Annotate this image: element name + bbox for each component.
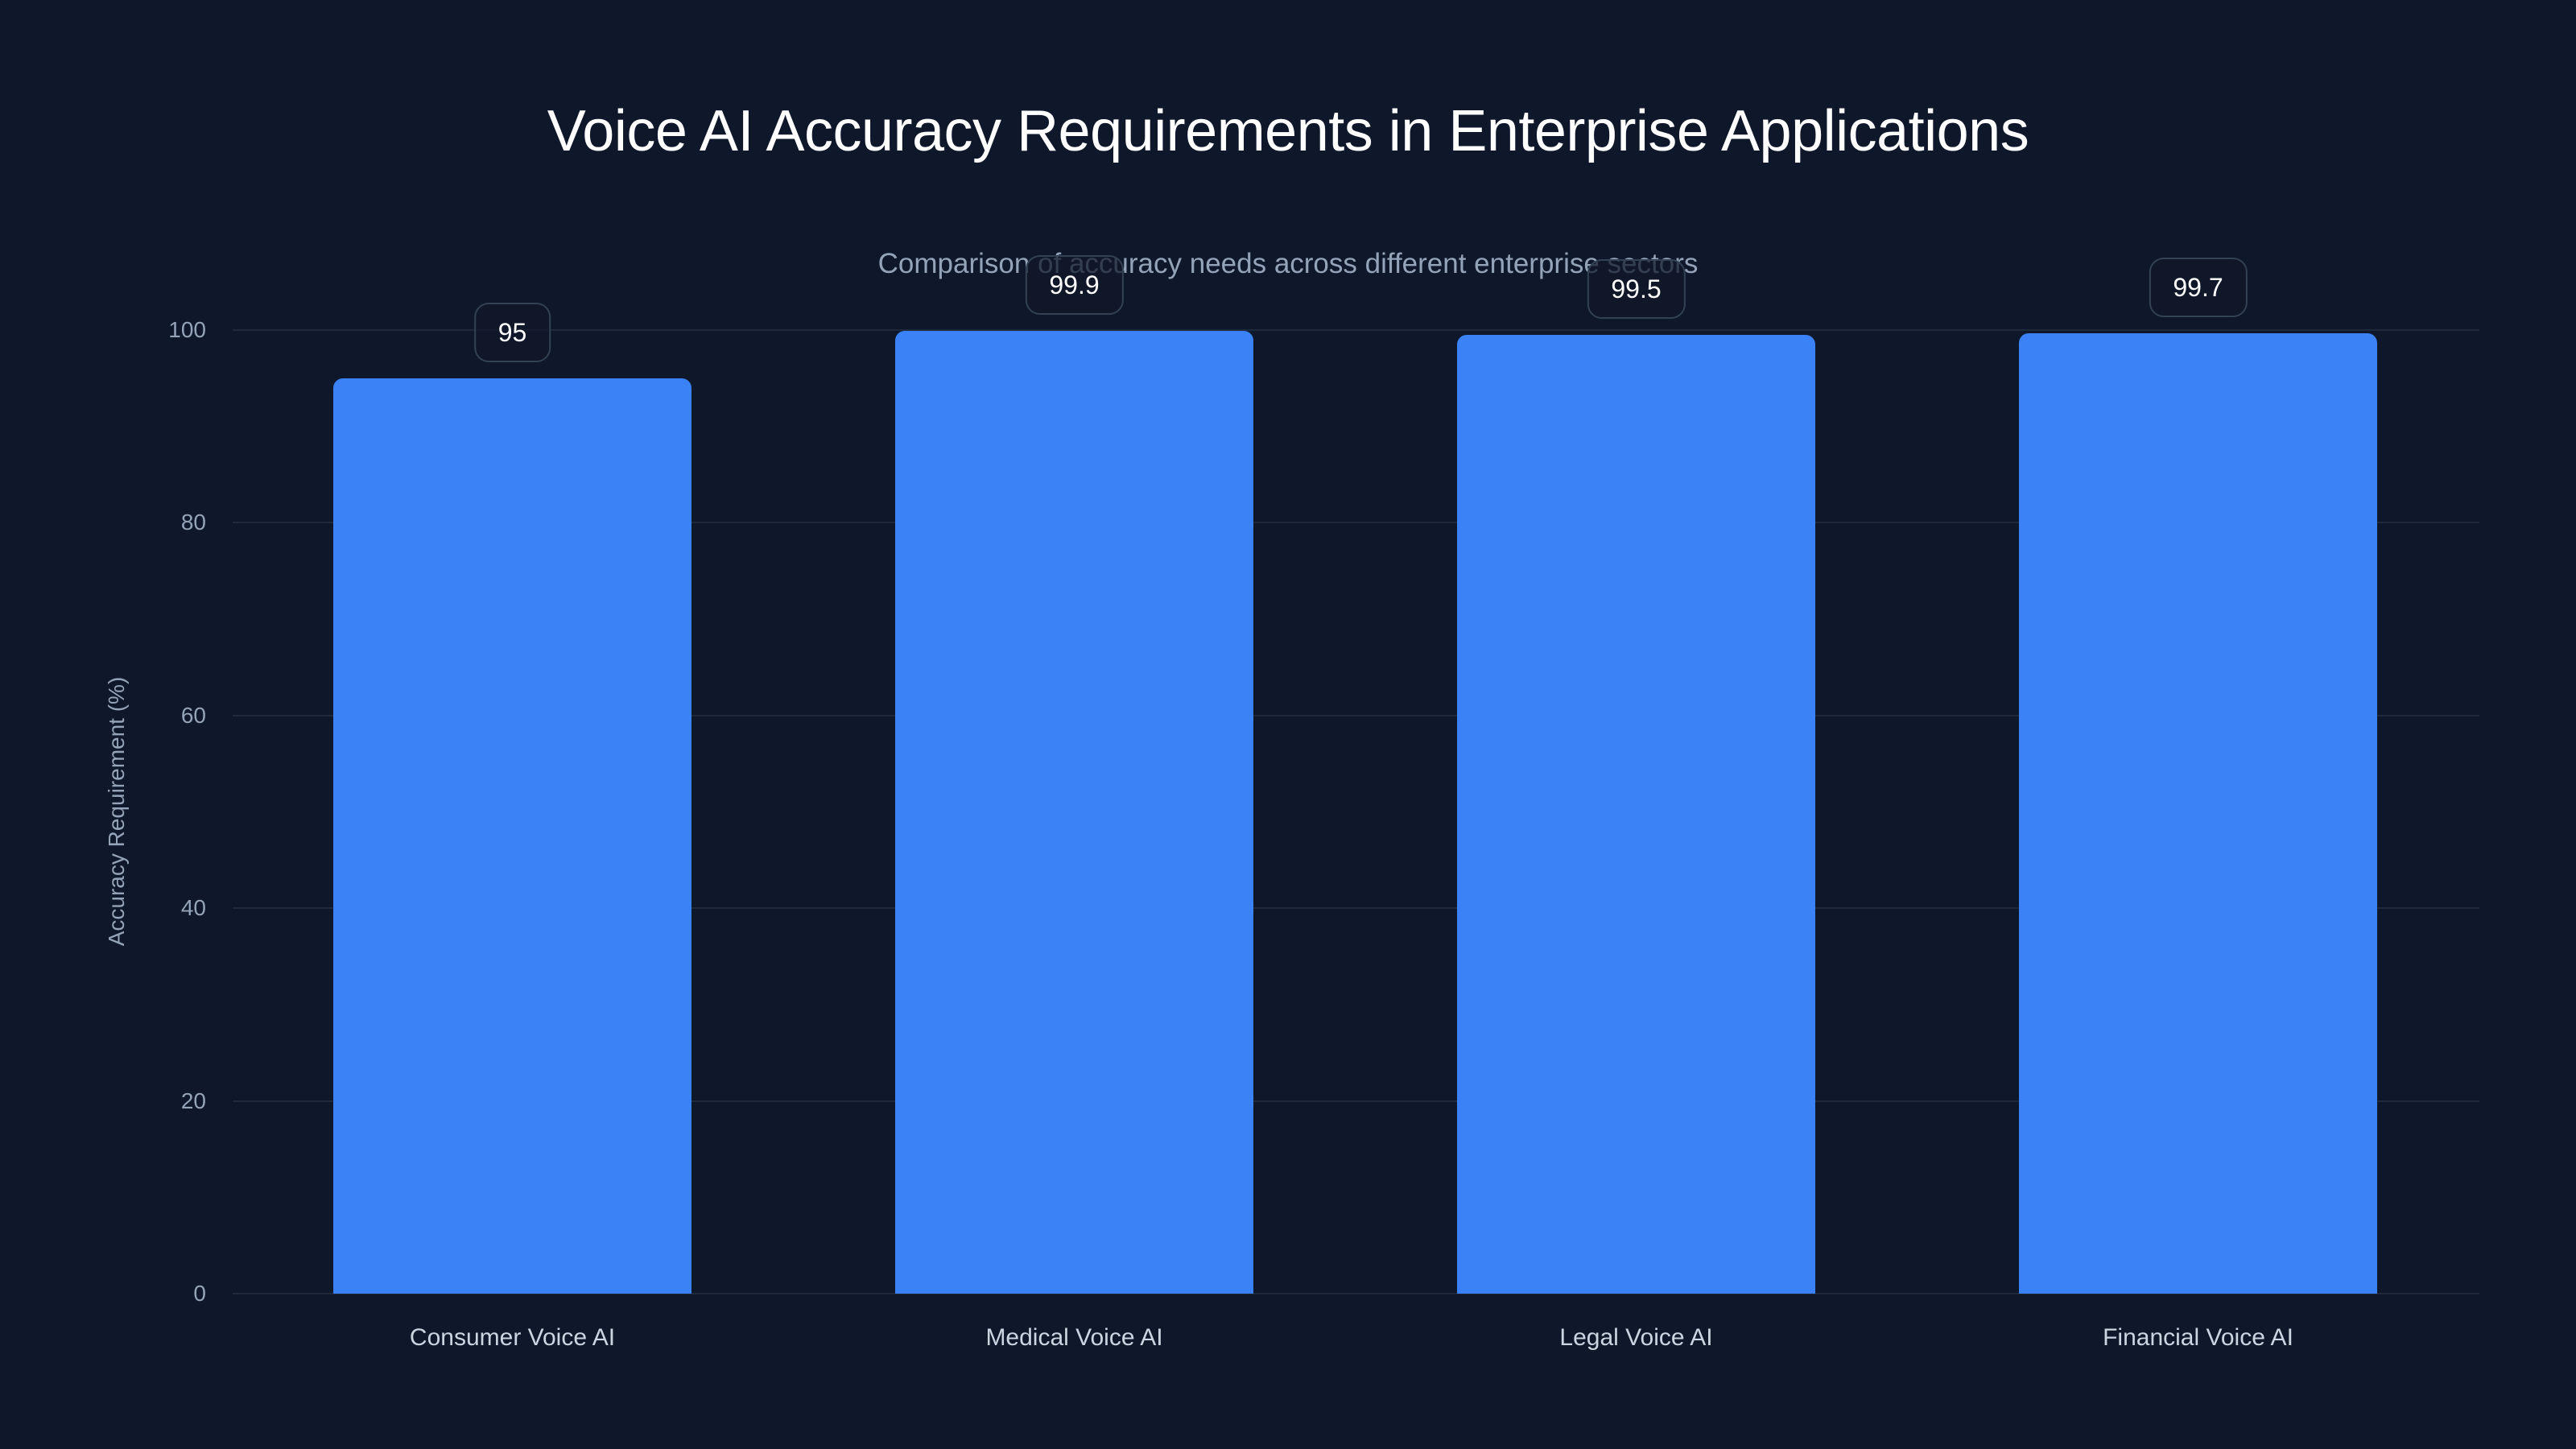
gridline (233, 1293, 2479, 1294)
y-tick-label: 20 (180, 1088, 206, 1113)
data-label-badge: 99.7 (2149, 257, 2248, 317)
y-tick-label: 0 (193, 1281, 206, 1306)
y-tick-label: 60 (180, 702, 206, 728)
chart-title: Voice AI Accuracy Requirements in Enterp… (547, 99, 2029, 163)
gridline (233, 714, 2479, 716)
y-tick-label: 100 (168, 317, 206, 342)
gridline (233, 522, 2479, 524)
x-tick-label: Legal Voice AI (1559, 1324, 1713, 1351)
x-tick-label: Medical Voice AI (985, 1324, 1163, 1351)
bar-financial-voice-ai[interactable] (2019, 332, 2377, 1294)
y-tick-label: 80 (180, 510, 206, 535)
x-tick-label: Consumer Voice AI (409, 1324, 616, 1351)
bar-medical-voice-ai[interactable] (895, 331, 1253, 1294)
bar-consumer-voice-ai[interactable] (333, 378, 691, 1294)
gridline (233, 1100, 2479, 1102)
data-label-badge: 99.5 (1587, 258, 1686, 319)
gridline (233, 329, 2479, 331)
bar-legal-voice-ai[interactable] (1457, 334, 1815, 1294)
y-tick-label: 40 (180, 895, 206, 921)
chart-subtitle: Comparison of accuracy needs across diff… (877, 248, 1699, 279)
data-label-badge: 95 (473, 302, 551, 362)
x-tick-label: Financial Voice AI (2103, 1324, 2293, 1351)
gridline (233, 907, 2479, 910)
data-label-badge: 99.9 (1025, 255, 1124, 316)
